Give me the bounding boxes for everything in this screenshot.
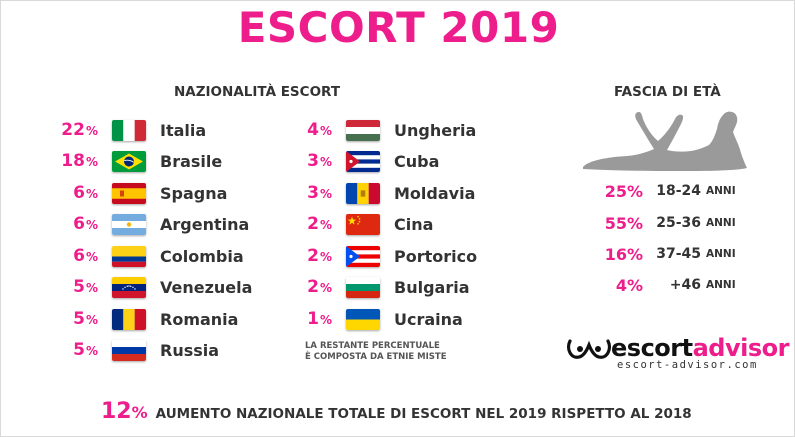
- moldova-flag-icon: [346, 182, 380, 204]
- country-name: Spagna: [160, 183, 228, 203]
- list-item: 5% Venezuela: [73, 276, 253, 298]
- country-name: Argentina: [160, 214, 250, 234]
- country-name: Cina: [394, 214, 434, 234]
- list-item: 6% Colombia: [73, 245, 244, 267]
- list-item: 2% Cina: [307, 213, 434, 235]
- reclining-woman-silhouette-icon: [583, 111, 747, 171]
- list-item: 18% Brasile: [61, 150, 223, 172]
- brand-name: escortadvisor: [611, 334, 789, 362]
- percentage: 6: [73, 214, 85, 234]
- puerto-rico-flag-icon: [346, 245, 380, 267]
- age-percentage: 55%: [604, 213, 643, 233]
- country-name: Ucraina: [394, 309, 463, 329]
- age-range: 25-36: [656, 215, 701, 231]
- country-name: Moldavia: [394, 183, 476, 203]
- country-name: Venezuela: [160, 277, 253, 297]
- country-name: Cuba: [394, 151, 440, 171]
- romania-flag-icon: [112, 308, 146, 330]
- percentage: 22: [61, 120, 85, 140]
- footer-statement: 12 % AUMENTO NAZIONALE TOTALE DI ESCORT …: [101, 399, 692, 424]
- percentage: 2: [307, 246, 319, 266]
- percentage: 5: [73, 277, 85, 297]
- list-item: 22% Italia: [61, 119, 207, 141]
- list-item: 2% Portorico: [307, 245, 478, 267]
- list-item: 4% Ungheria: [307, 119, 477, 141]
- hungary-flag-icon: [346, 119, 380, 141]
- brazil-flag-icon: [112, 150, 146, 172]
- percentage: 1: [307, 309, 319, 329]
- country-name: Portorico: [394, 246, 478, 266]
- age-percentage: 25%: [604, 181, 643, 201]
- age-heading: FASCIA DI ETÀ: [614, 84, 721, 100]
- list-item: 3% Moldavia: [307, 182, 476, 204]
- brand-url: escort-advisor.com: [617, 359, 758, 371]
- list-item: 16% 37-45 ANNI: [591, 243, 751, 265]
- country-name: Romania: [160, 309, 239, 329]
- list-item: 6% Argentina: [73, 213, 250, 235]
- nationality-heading: NAZIONALITÀ ESCORT: [174, 84, 341, 100]
- percentage: 2: [307, 214, 319, 234]
- remaining-percentage-note: LA RESTANTE PERCENTUALE È COMPOSTA DA ET…: [305, 341, 447, 362]
- list-item: 25% 18-24 ANNI: [591, 180, 751, 202]
- russia-flag-icon: [112, 339, 146, 361]
- venezuela-flag-icon: [112, 276, 146, 298]
- age-unit: ANNI: [706, 248, 736, 260]
- list-item: 55% 25-36 ANNI: [591, 212, 751, 234]
- age-range: 37-45: [656, 246, 701, 262]
- bulgaria-flag-icon: [346, 276, 380, 298]
- spain-flag-icon: [112, 182, 146, 204]
- list-item: 1% Ucraina: [307, 308, 463, 330]
- percentage: 5: [73, 340, 85, 360]
- colombia-flag-icon: [112, 245, 146, 267]
- age-range: +46: [669, 277, 701, 293]
- percentage: 6: [73, 183, 85, 203]
- brand-logo: escortadvisor escort-advisor.com: [567, 334, 789, 371]
- italy-flag-icon: [112, 119, 146, 141]
- country-name: Brasile: [160, 151, 223, 171]
- country-name: Russia: [160, 340, 220, 360]
- age-unit: ANNI: [706, 217, 736, 229]
- list-item: 5% Romania: [73, 308, 239, 330]
- age-unit: ANNI: [706, 279, 736, 291]
- list-item: 3% Cuba: [307, 150, 440, 172]
- cuba-flag-icon: [346, 150, 380, 172]
- footer-text: AUMENTO NAZIONALE TOTALE DI ESCORT NEL 2…: [155, 406, 692, 422]
- age-range: 18-24: [656, 183, 701, 199]
- percentage: 18: [61, 151, 85, 171]
- footer-percentage: 12: [101, 399, 132, 424]
- list-item: 2% Bulgaria: [307, 276, 470, 298]
- list-item: 4% +46 ANNI: [591, 274, 751, 296]
- country-name: Ungheria: [394, 120, 477, 140]
- escortadvisor-logo-icon: [567, 339, 611, 359]
- percentage: 4: [307, 120, 319, 140]
- percentage: 2: [307, 277, 319, 297]
- age-unit: ANNI: [706, 185, 736, 197]
- percentage: 3: [307, 151, 319, 171]
- age-percentage: 4%: [615, 275, 643, 295]
- argentina-flag-icon: [112, 213, 146, 235]
- age-percentage: 16%: [604, 244, 643, 264]
- percentage: 5: [73, 309, 85, 329]
- country-name: Bulgaria: [394, 277, 470, 297]
- country-name: Italia: [160, 120, 207, 140]
- percentage: 3: [307, 183, 319, 203]
- country-name: Colombia: [160, 246, 244, 266]
- ukraine-flag-icon: [346, 308, 380, 330]
- china-flag-icon: [346, 213, 380, 235]
- percentage: 6: [73, 246, 85, 266]
- list-item: 5% Russia: [73, 339, 220, 361]
- page-title: ESCORT 2019: [237, 3, 560, 52]
- list-item: 6% Spagna: [73, 182, 228, 204]
